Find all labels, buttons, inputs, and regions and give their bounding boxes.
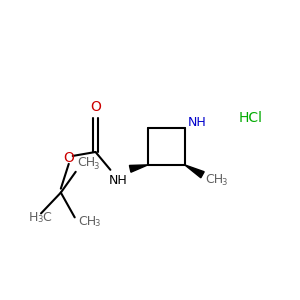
Text: C: C [42,211,51,224]
Text: NH: NH [109,174,128,187]
Text: H: H [29,211,38,224]
Text: O: O [63,151,74,165]
Text: 3: 3 [221,178,227,187]
Text: O: O [90,100,101,114]
Polygon shape [129,165,148,172]
Text: 3: 3 [37,215,42,224]
Text: CH: CH [78,156,96,169]
Text: CH: CH [206,173,224,186]
Polygon shape [185,165,204,178]
Text: 3: 3 [94,219,100,228]
Text: 3: 3 [94,162,99,171]
Text: NH: NH [188,116,206,129]
Text: CH: CH [79,215,97,228]
Text: HCl: HCl [239,111,263,125]
